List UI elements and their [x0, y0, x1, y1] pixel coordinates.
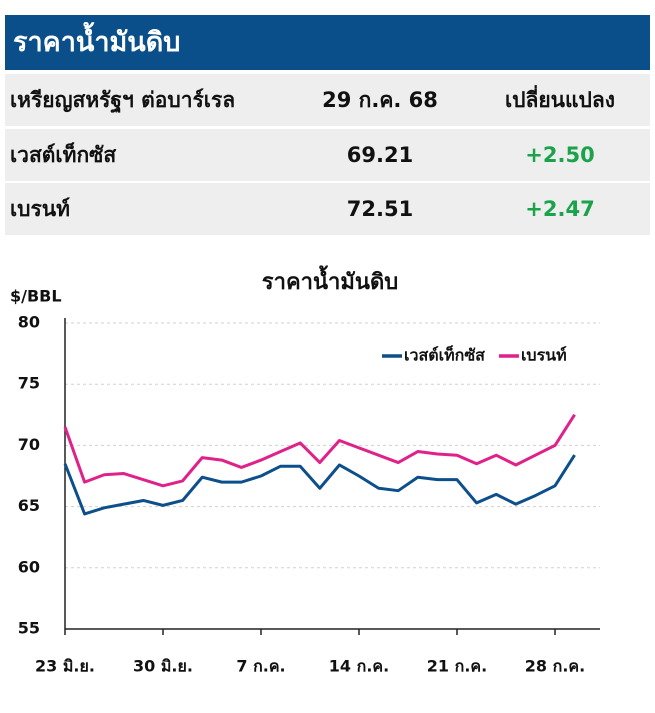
- legend-label: เบรนท์: [521, 346, 567, 365]
- column-header: 29 ก.ค. 68: [322, 88, 438, 112]
- header-title: ราคาน้ำมันดิบ: [5, 15, 650, 70]
- y-tick-label: 80: [18, 313, 40, 332]
- x-tick-label: 14 ก.ค.: [329, 657, 389, 676]
- x-tick-label: 23 มิ.ย.: [35, 657, 95, 676]
- chart-title: ราคาน้ำมันดิบ: [262, 265, 398, 295]
- x-tick-label: 28 ก.ค.: [525, 657, 585, 676]
- data-line: [63, 413, 576, 488]
- x-tick-label: 21 ก.ค.: [427, 657, 487, 676]
- y-tick-label: 75: [18, 374, 40, 393]
- cell: 69.21: [346, 143, 414, 167]
- table-header: เหรียญสหรัฐฯ ต่อบาร์เรล 29 ก.ค. 68 เปลี่…: [5, 74, 650, 126]
- cell: เวสต์เท็กซัส: [10, 143, 117, 167]
- y-axis-label: $/BBL: [10, 287, 62, 306]
- table-row: เบรนท์ 72.51 +2.47: [5, 183, 650, 235]
- y-tick-label: 60: [18, 557, 40, 576]
- y-tick-label: 70: [18, 435, 40, 454]
- cell: +2.50: [525, 143, 595, 167]
- x-tick-label: 30 มิ.ย.: [133, 657, 193, 676]
- x-tick-label: 7 ก.ค.: [236, 657, 285, 676]
- cell: เบรนท์: [10, 197, 70, 221]
- column-header: เปลี่ยนแปลง: [504, 88, 616, 112]
- chart: ราคาน้ำมันดิบ $/BBL 55 60 65 70 75 80 23 มิ.ย.…: [10, 265, 600, 676]
- cell: 72.51: [346, 197, 414, 221]
- legend-label: เวสต์เท็กซัส: [404, 344, 485, 365]
- y-tick-label: 55: [18, 619, 40, 638]
- cell: +2.47: [525, 197, 595, 221]
- y-tick-label: 65: [18, 496, 40, 515]
- table-row: เวสต์เท็กซัส 69.21 +2.50: [5, 129, 650, 181]
- data-line: [63, 454, 576, 516]
- column-header: เหรียญสหรัฐฯ ต่อบาร์เรล: [10, 88, 236, 112]
